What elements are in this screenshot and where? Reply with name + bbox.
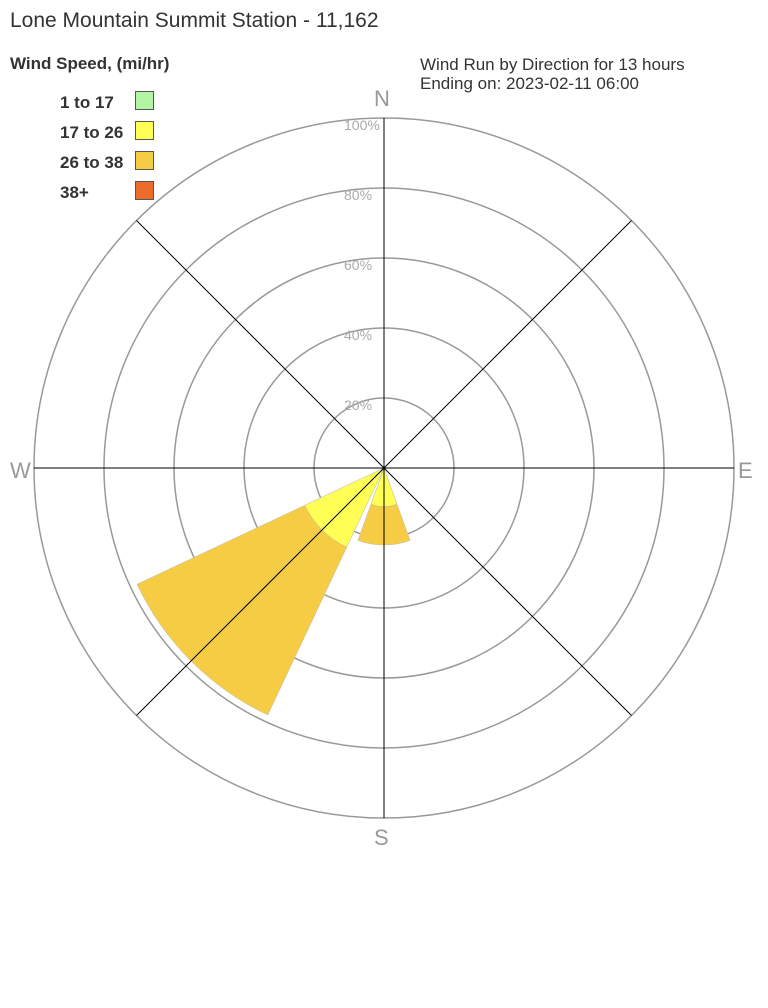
spoke [383,467,632,716]
compass-label-N: N [374,86,390,111]
compass-label-W: W [10,458,31,483]
spoke [136,220,385,469]
chart-title: Lone Mountain Summit Station - 11,162 [10,9,379,32]
legend-swatch [135,91,154,110]
spoke [383,220,632,469]
legend-label: 1 to 17 [60,93,114,112]
radial-tick-label: 40% [344,327,372,343]
legend-swatch [135,181,154,200]
legend-label: 26 to 38 [60,153,124,172]
legend-label: 17 to 26 [60,123,124,142]
legend-title: Wind Speed, (mi/hr) [10,54,170,73]
radial-tick-label: 20% [344,397,372,413]
compass-label-E: E [738,458,753,483]
chart-subtitle-date: Ending on: 2023-02-11 06:00 [420,74,639,93]
chart-subtitle: Wind Run by Direction for 13 hours [420,55,685,74]
radial-tick-label: 60% [344,257,372,273]
radial-tick-label: 80% [344,187,372,203]
legend-label: 38+ [60,183,89,202]
spoke [136,467,385,716]
radial-tick-label: 100% [344,117,380,133]
legend-swatch [135,151,154,170]
legend-swatch [135,121,154,140]
compass-label-S: S [374,825,389,850]
